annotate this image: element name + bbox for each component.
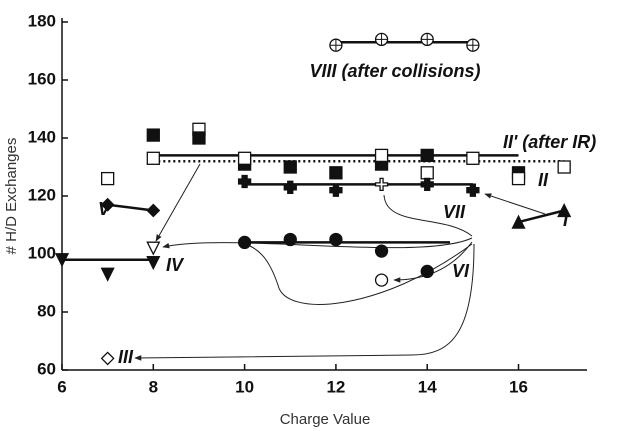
marker <box>283 180 297 194</box>
marker <box>466 183 480 197</box>
marker <box>374 177 389 192</box>
series-label: I <box>563 210 569 230</box>
y-axis-title: # H/D Exchanges <box>3 138 20 255</box>
y-tick-label: 80 <box>37 301 56 320</box>
series-label: II' (after IR) <box>503 132 596 152</box>
series-line <box>518 209 565 224</box>
marker <box>420 148 434 163</box>
marker <box>374 244 389 258</box>
x-tick-label: 14 <box>418 377 437 396</box>
series-label: VI <box>452 261 470 281</box>
x-tick-label: 16 <box>509 377 528 396</box>
y-tick-label: 120 <box>28 185 56 204</box>
arrow <box>155 163 201 242</box>
marker <box>511 214 526 229</box>
marker-cross <box>466 39 479 52</box>
marker <box>54 253 70 268</box>
arrow <box>383 194 473 237</box>
marker <box>237 151 252 165</box>
marker <box>237 174 252 189</box>
arrow <box>484 193 546 215</box>
marker <box>466 151 480 165</box>
marker <box>146 241 161 256</box>
marker <box>100 267 115 282</box>
marker <box>420 177 434 192</box>
series-label: III <box>118 347 134 367</box>
marker <box>100 197 115 212</box>
y-tick-label: 160 <box>28 69 56 88</box>
marker-cross <box>375 33 388 46</box>
annotation-arrows <box>134 163 546 361</box>
series-label: VII <box>443 202 466 222</box>
marker <box>146 151 160 165</box>
marker-cross <box>421 33 434 46</box>
marker <box>374 148 389 163</box>
y-tick-label: 140 <box>28 127 56 146</box>
series-label: VIII (after collisions) <box>309 61 480 81</box>
arrow <box>162 237 473 249</box>
marker <box>237 235 252 250</box>
x-axis-title: Charge Value <box>280 411 371 428</box>
y-tick-label: 180 <box>28 11 56 30</box>
marker <box>329 232 343 247</box>
marker <box>557 160 571 174</box>
marker <box>100 351 115 366</box>
marker <box>511 171 526 186</box>
x-tick-label: 6 <box>57 377 66 396</box>
arrow <box>134 243 475 361</box>
marker <box>101 171 115 186</box>
marker <box>283 232 297 247</box>
series-label: II <box>538 170 549 190</box>
series-label: IV <box>166 255 185 275</box>
y-tick-label: 60 <box>37 359 56 378</box>
x-tick-label: 12 <box>326 377 345 396</box>
marker <box>329 183 343 197</box>
marker <box>420 264 434 279</box>
arrow <box>249 243 473 305</box>
marker <box>374 273 389 287</box>
x-tick-label: 10 <box>235 377 254 396</box>
arrow <box>393 241 473 283</box>
marker <box>146 256 161 271</box>
marker <box>146 203 161 218</box>
marker <box>420 166 434 180</box>
marker <box>283 160 297 174</box>
series-label: V <box>98 199 112 219</box>
y-tick-label: 100 <box>28 243 56 262</box>
x-tick-label: 8 <box>149 377 158 396</box>
marker <box>192 131 206 145</box>
marker <box>329 166 343 180</box>
marker <box>146 128 160 142</box>
series-line <box>107 203 154 212</box>
marker-cross <box>329 39 342 52</box>
marker <box>557 203 572 218</box>
